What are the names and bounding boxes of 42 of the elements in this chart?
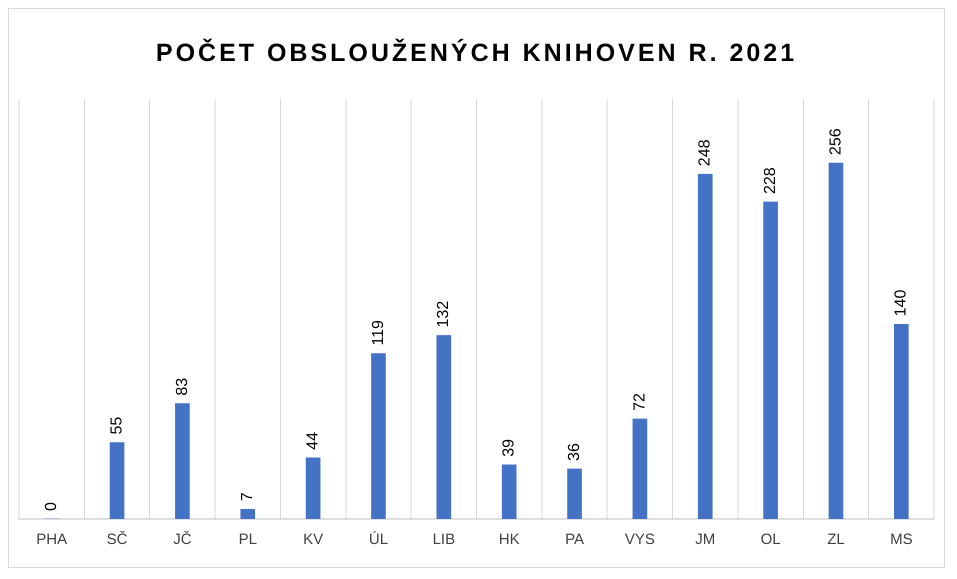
x-tick-label: PL bbox=[238, 531, 257, 548]
x-tick-label: VYS bbox=[624, 531, 655, 548]
x-tick-label: JČ bbox=[173, 530, 192, 548]
bar bbox=[763, 202, 778, 519]
x-tick-label: ZL bbox=[827, 531, 845, 548]
x-tick-label: OL bbox=[760, 531, 781, 548]
x-tick-label: ÚL bbox=[368, 530, 388, 548]
bar bbox=[828, 162, 844, 519]
x-tick-label: LIB bbox=[432, 531, 456, 548]
x-tick-label: KV bbox=[303, 531, 324, 548]
data-label: 248 bbox=[696, 139, 714, 166]
x-tick-label: JM bbox=[695, 531, 716, 548]
x-tick-label: HK bbox=[498, 531, 520, 548]
x-tick-label: SČ bbox=[106, 530, 128, 548]
data-label: 39 bbox=[500, 438, 518, 457]
data-label: 228 bbox=[762, 167, 780, 194]
bar bbox=[306, 457, 320, 519]
x-tick-label: PHA bbox=[36, 531, 68, 548]
data-label: 36 bbox=[566, 443, 583, 461]
x-tick-label: PA bbox=[565, 531, 584, 548]
data-label: 132 bbox=[435, 300, 452, 328]
data-label: 55 bbox=[108, 416, 126, 435]
bar bbox=[371, 353, 386, 519]
bar bbox=[175, 403, 190, 519]
data-label: 7 bbox=[239, 492, 256, 502]
bar bbox=[632, 418, 648, 519]
data-label: 72 bbox=[631, 392, 648, 411]
bar bbox=[502, 464, 517, 519]
data-label: 119 bbox=[370, 320, 387, 346]
data-label: 44 bbox=[304, 432, 322, 450]
bar bbox=[240, 508, 256, 519]
bar bbox=[110, 442, 124, 519]
bar bbox=[698, 174, 713, 519]
data-label: 0 bbox=[43, 502, 60, 511]
bar bbox=[436, 335, 452, 519]
data-label: 140 bbox=[892, 290, 910, 316]
x-tick-label: MS bbox=[890, 531, 913, 548]
data-label: 83 bbox=[174, 378, 191, 396]
bar bbox=[567, 468, 582, 519]
data-label: 256 bbox=[827, 128, 844, 156]
chart-title: POČET OBSLOUŽENÝCH KNIHOVEN R. 2021 bbox=[154, 38, 798, 69]
bar bbox=[894, 324, 909, 519]
